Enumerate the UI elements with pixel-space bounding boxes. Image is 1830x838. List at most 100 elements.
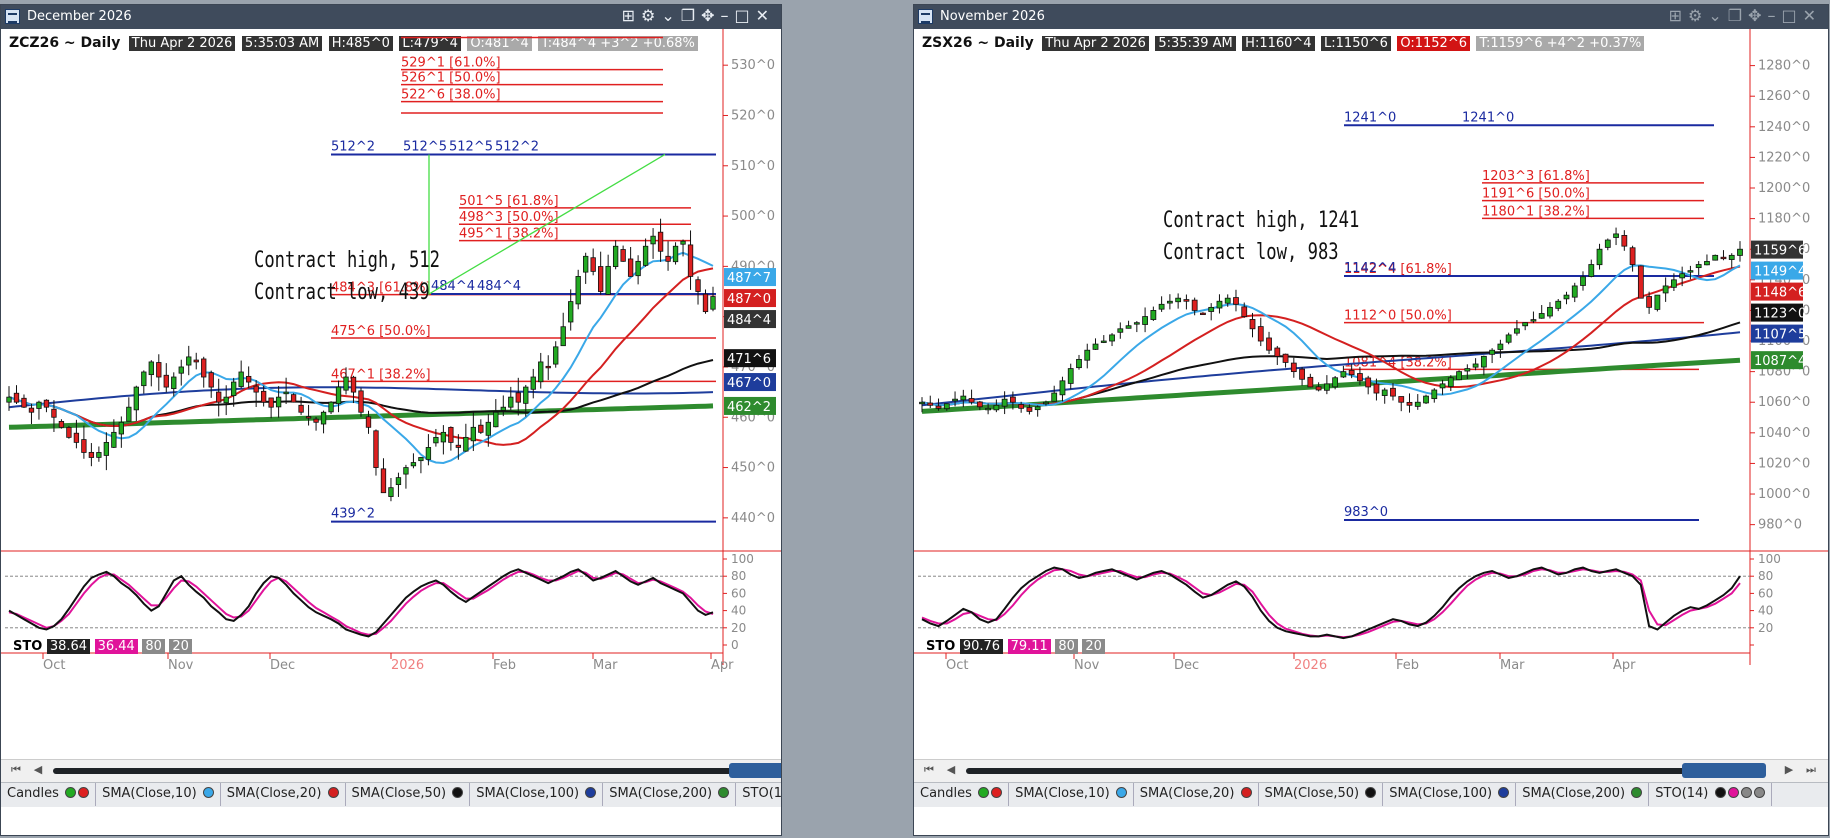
candle-body [1009, 396, 1016, 403]
price-tag: 1107^5 [1754, 328, 1806, 343]
candle-body [208, 372, 214, 388]
legend-label: SMA(Close,50) [351, 786, 451, 801]
legend-item[interactable]: STO(14) [1649, 783, 1772, 806]
scroll-right-icon[interactable]: ▶ [1784, 763, 1794, 776]
legend-item[interactable]: SMA(Close,20) [1134, 783, 1259, 806]
legend-item[interactable]: Candles [1, 783, 97, 806]
candle-body [1580, 276, 1586, 286]
window-titlebar[interactable]: November 2026 ⊞⚙⌄❐✥–□✕ [914, 5, 1828, 29]
chevron-down-icon[interactable]: ⌄ [1708, 6, 1728, 25]
legend-item[interactable]: SMA(Close,100) [470, 783, 604, 806]
gear-icon[interactable]: ⚙ [1687, 6, 1709, 25]
move-icon[interactable]: ✥ [1748, 6, 1768, 25]
candle-body [433, 436, 439, 444]
legend-item[interactable]: SMA(Close,10) [96, 783, 221, 806]
legend-item[interactable]: STO(14) [736, 783, 781, 806]
sto-label: STO [13, 639, 43, 654]
scroll-thumb[interactable] [1682, 763, 1766, 778]
time-tick-label: 2026 [391, 658, 424, 673]
scroll-first-icon[interactable]: ⏮ [11, 763, 21, 776]
time-scrollbar[interactable]: ⏮ ◀ ▶ ⏭ [914, 759, 1828, 782]
header-time: 5:35:39 AM [1155, 36, 1236, 51]
scroll-left-icon[interactable]: ◀ [946, 763, 956, 776]
candle-body [73, 432, 80, 443]
candle-body [1249, 319, 1256, 330]
legend-label: STO(14) [1655, 786, 1713, 801]
legend-item[interactable]: SMA(Close,10) [1009, 783, 1134, 806]
legend-item[interactable]: Candles [914, 783, 1010, 806]
time-scrollbar[interactable]: ⏮ ◀ ▶ ⏭ [1, 759, 781, 782]
header-date: Thu Apr 2 2026 [128, 36, 236, 51]
candle-body [1357, 373, 1363, 382]
candle-body [1282, 353, 1289, 363]
price-tick-label: 1020^0 [1758, 456, 1810, 471]
chevron-down-icon[interactable]: ⌄ [661, 6, 681, 25]
candle-body [350, 376, 357, 393]
price-tag-bg [724, 349, 776, 368]
gear-icon[interactable]: ⚙ [640, 6, 662, 25]
close-icon[interactable]: ✕ [1802, 6, 1822, 25]
candle-body [597, 266, 604, 292]
maximize-icon[interactable]: □ [734, 6, 756, 25]
price-tick-label: 1200^0 [1758, 181, 1810, 196]
maximize-icon[interactable]: □ [1781, 6, 1803, 25]
sma100-line [8, 386, 714, 409]
link-icon[interactable]: ⊞ [1668, 6, 1688, 25]
time-tick-label: Feb [493, 658, 516, 673]
series-color-swatch [78, 787, 90, 798]
scroll-track[interactable] [53, 768, 781, 774]
legend-item[interactable]: SMA(Close,200) [1516, 783, 1650, 806]
candle-body [81, 439, 87, 453]
legend-item[interactable]: SMA(Close,50) [1259, 783, 1384, 806]
candle-body [1191, 299, 1198, 311]
legend-label: STO(14) [742, 786, 781, 801]
chart-window-corn[interactable]: December 2026 ⊞⚙⌄❐✥–□✕ ZCZ26 ~ Daily Thu… [0, 4, 782, 836]
link-icon[interactable]: ⊞ [621, 6, 641, 25]
legend-item[interactable]: SMA(Close,200) [603, 783, 737, 806]
candle-body [1654, 294, 1661, 310]
candle-body [88, 451, 95, 458]
candle-body [141, 371, 147, 387]
candle-body [156, 362, 162, 378]
restore-icon[interactable]: ❐ [680, 6, 702, 25]
candle-body [425, 447, 432, 460]
legend-item[interactable]: SMA(Close,100) [1383, 783, 1517, 806]
candle-body [493, 411, 499, 428]
price-tag-bg [1751, 282, 1803, 301]
candle-body [568, 301, 574, 323]
price-tag-bg [1751, 351, 1803, 370]
sto-upper: 80 [142, 639, 165, 654]
minimize-icon[interactable]: – [720, 6, 735, 25]
price-chart[interactable]: 980^01000^01020^01040^01060^01080^01100^… [914, 29, 1828, 757]
time-tick-label: Mar [593, 658, 618, 673]
candle-body [1563, 294, 1570, 300]
candle-body [935, 405, 942, 409]
legend-item[interactable]: SMA(Close,50) [346, 783, 471, 806]
scroll-first-icon[interactable]: ⏮ [924, 763, 934, 776]
scroll-left-icon[interactable]: ◀ [33, 763, 43, 776]
chart-window-soybeans[interactable]: November 2026 ⊞⚙⌄❐✥–□✕ ZSX26 ~ Daily Thu… [913, 4, 1829, 836]
minimize-icon[interactable]: – [1767, 6, 1782, 25]
legend-item[interactable]: SMA(Close,20) [221, 783, 346, 806]
header-date: Thu Apr 2 2026 [1042, 36, 1149, 51]
price-chart[interactable]: 440^0450^0460^0470^0480^0490^0500^0510^0… [1, 29, 781, 757]
candle-body [290, 394, 297, 403]
close-icon[interactable]: ✕ [755, 6, 775, 25]
scroll-thumb[interactable] [729, 763, 781, 778]
candle-body [1158, 303, 1165, 310]
price-tick-label: 1000^0 [1758, 487, 1810, 502]
window-titlebar[interactable]: December 2026 ⊞⚙⌄❐✥–□✕ [1, 5, 781, 29]
move-icon[interactable]: ✥ [701, 6, 721, 25]
candle-body [642, 245, 649, 266]
candle-body [118, 421, 125, 435]
candle-body [1109, 334, 1115, 342]
restore-icon[interactable]: ❐ [1727, 6, 1749, 25]
candle-body [1687, 270, 1694, 273]
scroll-last-icon[interactable]: ⏭ [1806, 763, 1816, 776]
sto-d-value: 36.44 [94, 639, 138, 654]
scroll-track[interactable] [966, 768, 1766, 774]
window-title: December 2026 [27, 9, 132, 24]
candle-body [455, 444, 462, 448]
fib-label: 526^1 [50.0%] [401, 71, 501, 86]
price-tick-label: 530^0 [731, 58, 775, 73]
